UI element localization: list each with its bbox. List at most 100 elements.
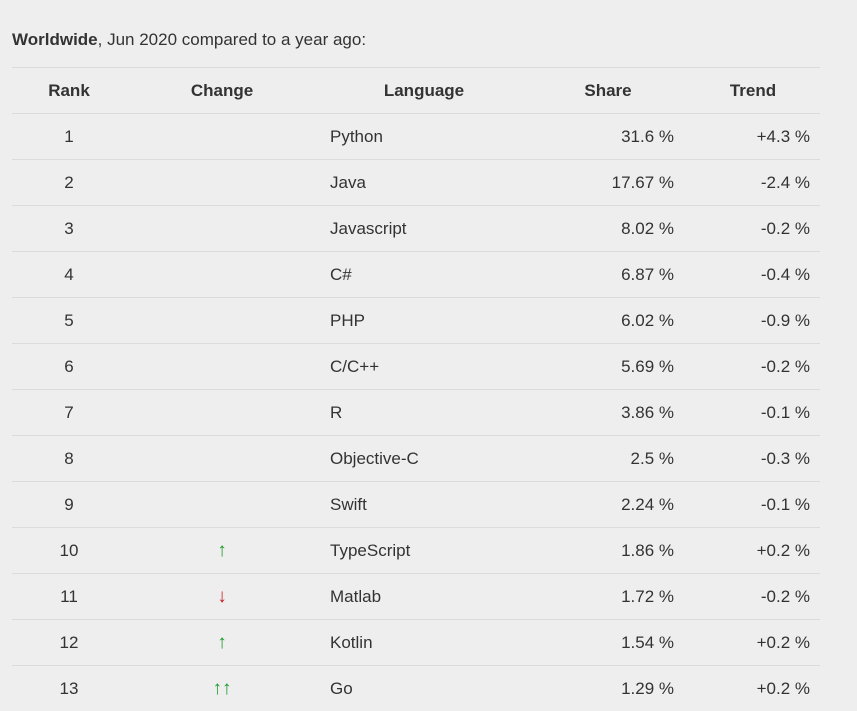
table-cell bbox=[126, 436, 318, 482]
cell-text: +0.2 % bbox=[757, 679, 810, 698]
table-cell: PHP bbox=[318, 298, 530, 344]
table-cell: 1.54 % bbox=[530, 620, 686, 666]
table-cell: -0.2 % bbox=[686, 574, 820, 620]
table-cell: +4.3 % bbox=[686, 114, 820, 160]
column-header: Rank bbox=[12, 68, 126, 114]
table-cell: 6 bbox=[12, 344, 126, 390]
table-cell: 9 bbox=[12, 482, 126, 528]
table-cell: 5.69 % bbox=[530, 344, 686, 390]
column-header: Language bbox=[318, 68, 530, 114]
cell-text: 1.29 % bbox=[621, 679, 674, 698]
cell-text: 1.72 % bbox=[621, 587, 674, 606]
table-cell bbox=[126, 298, 318, 344]
table-row: 3 Javascript 8.02 % -0.2 % bbox=[12, 206, 820, 252]
cell-text: PHP bbox=[330, 311, 365, 330]
cell-text: 1.54 % bbox=[621, 633, 674, 652]
cell-text: 8.02 % bbox=[621, 219, 674, 238]
table-cell: -2.4 % bbox=[686, 160, 820, 206]
table-cell bbox=[126, 114, 318, 160]
cell-text: +4.3 % bbox=[757, 127, 810, 146]
change-arrow: ↓ bbox=[217, 586, 227, 607]
table-cell: 13 bbox=[12, 666, 126, 711]
cell-text: +0.2 % bbox=[757, 541, 810, 560]
cell-text: 10 bbox=[60, 541, 79, 560]
cell-text: Java bbox=[330, 173, 366, 192]
table-cell: 6.02 % bbox=[530, 298, 686, 344]
cell-text: 3.86 % bbox=[621, 403, 674, 422]
table-cell: ↓ bbox=[126, 574, 318, 620]
cell-text: 31.6 % bbox=[621, 127, 674, 146]
table-cell: 1 bbox=[12, 114, 126, 160]
table-cell: 2.5 % bbox=[530, 436, 686, 482]
caption: Worldwide, Jun 2020 compared to a year a… bbox=[12, 30, 366, 50]
cell-text: 9 bbox=[64, 495, 73, 514]
cell-text: C# bbox=[330, 265, 352, 284]
table-cell: 10 bbox=[12, 528, 126, 574]
table-cell: 17.67 % bbox=[530, 160, 686, 206]
cell-text: 5.69 % bbox=[621, 357, 674, 376]
table-cell: Swift bbox=[318, 482, 530, 528]
cell-text: -0.2 % bbox=[761, 357, 810, 376]
cell-text: 4 bbox=[64, 265, 73, 284]
cell-text: TypeScript bbox=[330, 541, 410, 560]
cell-text: 6 bbox=[64, 357, 73, 376]
table-cell: ↑ bbox=[126, 620, 318, 666]
cell-text: Matlab bbox=[330, 587, 381, 606]
cell-text: 6.02 % bbox=[621, 311, 674, 330]
change-arrow: ↑↑ bbox=[213, 678, 232, 699]
cell-text: 12 bbox=[60, 633, 79, 652]
table-row: 8 Objective-C 2.5 % -0.3 % bbox=[12, 436, 820, 482]
table-cell: TypeScript bbox=[318, 528, 530, 574]
table-cell: 5 bbox=[12, 298, 126, 344]
table-body: 1 Python 31.6 % +4.3 % 2 Java 17.67 % -2.4 % 3 Ja… bbox=[12, 114, 820, 711]
table-cell: Objective-C bbox=[318, 436, 530, 482]
table-cell: +0.2 % bbox=[686, 620, 820, 666]
cell-text: -0.2 % bbox=[761, 219, 810, 238]
table-cell: 8.02 % bbox=[530, 206, 686, 252]
cell-text: C/C++ bbox=[330, 357, 379, 376]
table-cell: 31.6 % bbox=[530, 114, 686, 160]
column-header: Trend bbox=[686, 68, 820, 114]
cell-text: 6.87 % bbox=[621, 265, 674, 284]
table-row: 2 Java 17.67 % -2.4 % bbox=[12, 160, 820, 206]
table-cell: 7 bbox=[12, 390, 126, 436]
table-cell: 1.72 % bbox=[530, 574, 686, 620]
table-cell: ↑↑ bbox=[126, 666, 318, 711]
table-cell bbox=[126, 252, 318, 298]
table-cell: Python bbox=[318, 114, 530, 160]
change-arrow: ↑ bbox=[217, 540, 227, 561]
table-cell bbox=[126, 390, 318, 436]
caption-bold: Worldwide bbox=[12, 30, 98, 49]
table-cell: 6.87 % bbox=[530, 252, 686, 298]
table-cell: 12 bbox=[12, 620, 126, 666]
table-cell bbox=[126, 482, 318, 528]
column-header: Change bbox=[126, 68, 318, 114]
cell-text: 17.67 % bbox=[612, 173, 674, 192]
table-cell bbox=[126, 160, 318, 206]
cell-text: 2.5 % bbox=[631, 449, 674, 468]
table-cell: Kotlin bbox=[318, 620, 530, 666]
table-cell: +0.2 % bbox=[686, 528, 820, 574]
cell-text: -0.1 % bbox=[761, 495, 810, 514]
table-cell: -0.2 % bbox=[686, 344, 820, 390]
table-row: 11 ↓ Matlab 1.72 % -0.2 % bbox=[12, 574, 820, 620]
table-cell: -0.3 % bbox=[686, 436, 820, 482]
cell-text: 8 bbox=[64, 449, 73, 468]
cell-text: R bbox=[330, 403, 342, 422]
cell-text: Swift bbox=[330, 495, 367, 514]
table-cell: R bbox=[318, 390, 530, 436]
table-cell: ↑ bbox=[126, 528, 318, 574]
table-cell: C/C++ bbox=[318, 344, 530, 390]
caption-text: , Jun 2020 compared to a year ago: bbox=[98, 30, 366, 49]
cell-text: 3 bbox=[64, 219, 73, 238]
cell-text: 11 bbox=[60, 587, 78, 606]
table-cell: Javascript bbox=[318, 206, 530, 252]
cell-text: Objective-C bbox=[330, 449, 419, 468]
table-cell: 2 bbox=[12, 160, 126, 206]
